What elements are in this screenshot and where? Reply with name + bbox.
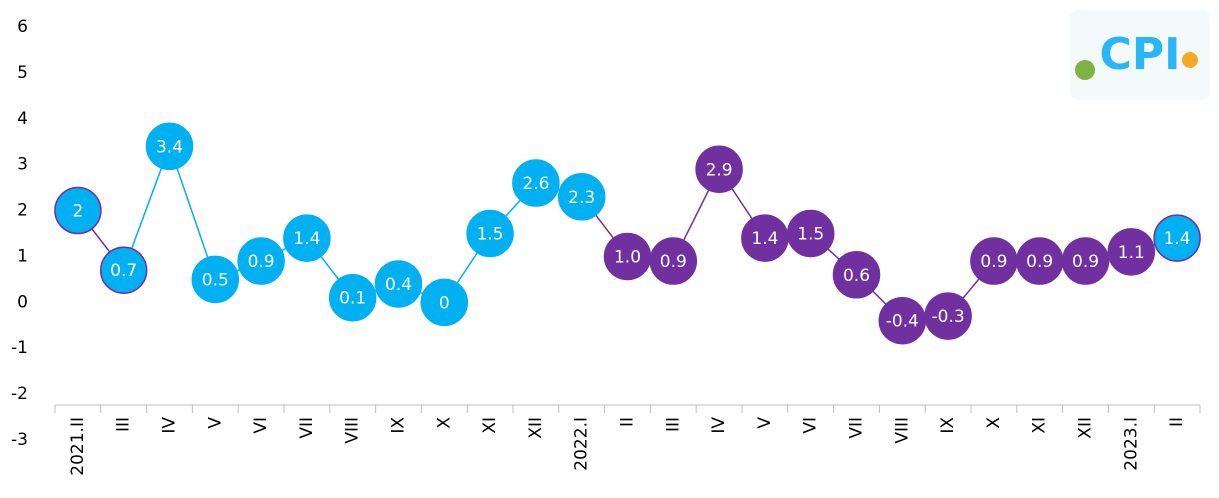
x-tick-label: VII [847, 417, 867, 439]
x-tick-label: VI [801, 417, 821, 434]
x-tick-label: XII [526, 417, 546, 439]
point [1061, 237, 1110, 285]
x-tick-label: 2023.I [1121, 417, 1141, 471]
data-label: 1.4 [751, 229, 778, 249]
x-tick-label: III [663, 417, 683, 432]
data-label: 2 [72, 202, 83, 222]
y-tick-label: -3 [11, 430, 28, 450]
x-tick-label: IV [160, 417, 180, 434]
data-label: 0.1 [339, 289, 366, 309]
point [557, 173, 606, 221]
x-tick-label: VIII [343, 417, 363, 444]
data-label: 1.5 [477, 225, 504, 245]
y-tick-label: 0 [17, 292, 28, 312]
data-label: 2.9 [706, 160, 733, 180]
y-tick-label: -1 [11, 338, 28, 358]
y-tick-label: 4 [17, 109, 28, 129]
y-tick-label: 1 [17, 246, 28, 266]
data-label: 2.3 [568, 188, 595, 208]
logo-icon [1075, 60, 1095, 80]
point [924, 292, 972, 340]
point [512, 159, 560, 207]
logo-icon [1182, 52, 1198, 68]
data-label: 0.9 [660, 252, 687, 272]
data-label: 0.6 [843, 266, 870, 286]
point [145, 122, 194, 171]
x-tick-label: X [984, 417, 1004, 429]
data-label: 0.9 [1072, 252, 1099, 272]
data-label: 2.6 [522, 174, 549, 194]
logo-background [1070, 10, 1210, 100]
point [466, 209, 514, 258]
data-label: 0.5 [202, 270, 229, 290]
data-label: 1.0 [614, 247, 641, 267]
data-label: 0.9 [1026, 252, 1053, 272]
point [649, 237, 698, 285]
x-tick-label: 2022.I [572, 417, 592, 471]
y-tick-label: 3 [17, 155, 28, 175]
x-tick-label: XII [1076, 417, 1096, 439]
logo: CPI [1070, 10, 1210, 100]
data-label: 1.1 [1118, 243, 1145, 263]
data-label: -0.4 [886, 312, 919, 332]
x-tick-label: VIII [892, 417, 912, 444]
data-label: 0.9 [980, 252, 1007, 272]
x-tick-label: 2021.II [68, 417, 88, 476]
data-label: 0 [439, 293, 450, 313]
data-label: 3.4 [156, 137, 183, 157]
y-tick-label: 2 [17, 201, 28, 221]
y-tick-label: 5 [17, 63, 28, 83]
x-tick-label: II [1167, 417, 1187, 427]
x-tick-label: III [114, 417, 134, 432]
x-tick-label: XI [1030, 417, 1050, 434]
x-tick-label: XI [480, 417, 500, 434]
point [374, 260, 423, 308]
point [1107, 228, 1156, 276]
y-tick-label: 6 [17, 17, 28, 37]
point [283, 214, 331, 262]
point [786, 209, 835, 258]
point [832, 251, 881, 299]
data-label: 0.4 [385, 275, 412, 295]
logo-text: CPI [1100, 29, 1181, 80]
data-label: -0.3 [932, 307, 965, 327]
point [191, 255, 240, 304]
point [420, 278, 469, 327]
data-label: 1.4 [293, 229, 320, 249]
data-label: 0.7 [110, 261, 137, 281]
x-tick-label: II [618, 417, 638, 427]
data-label: 1.5 [797, 225, 824, 245]
point [695, 145, 743, 194]
point [1153, 214, 1201, 262]
x-tick-label: V [205, 417, 225, 429]
x-tick-label: X [434, 417, 454, 429]
x-tick-label: V [755, 417, 775, 429]
x-tick-label: IX [389, 417, 409, 434]
point [328, 273, 377, 322]
y-tick-label: -2 [11, 384, 28, 404]
data-label: 0.9 [248, 252, 275, 272]
point [237, 237, 285, 285]
x-tick-label: VI [251, 417, 271, 434]
data-label: 1.4 [1164, 229, 1191, 249]
point [54, 186, 102, 235]
x-tick-label: IX [938, 417, 958, 434]
x-tick-label: IV [709, 417, 729, 434]
point [99, 246, 148, 294]
x-tick-label: VII [297, 417, 317, 439]
